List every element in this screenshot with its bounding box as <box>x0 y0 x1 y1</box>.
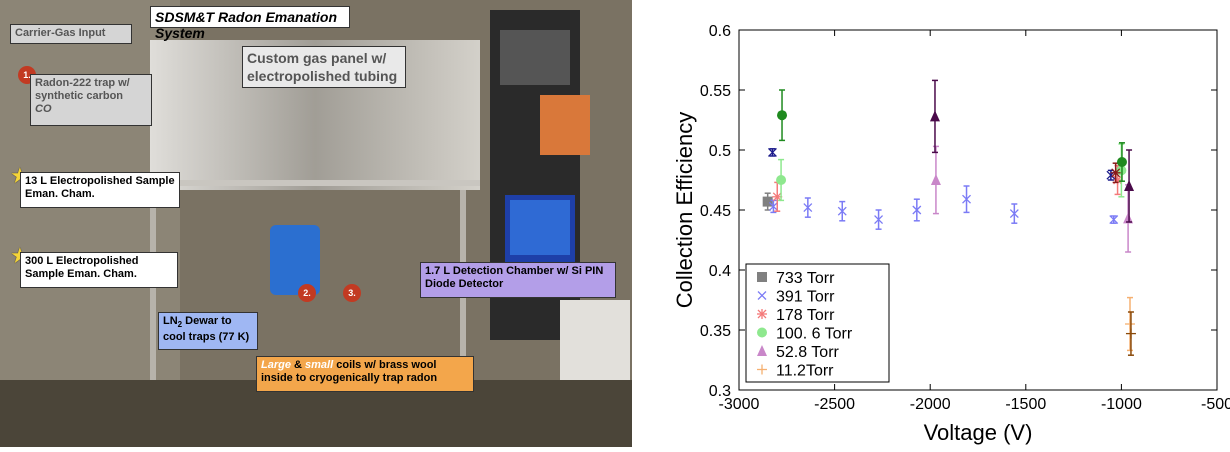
y-tick-label: 0.45 <box>700 203 731 220</box>
data-point-marker <box>757 272 767 282</box>
gas-panel-label: Custom gas panel w/ electropolished tubi… <box>242 46 406 88</box>
y-tick-label: 0.3 <box>709 383 731 400</box>
data-point-marker <box>929 110 940 122</box>
data-point-marker <box>912 205 922 215</box>
coils-rest: coils w/ brass wool inside to cryogenica… <box>261 359 438 384</box>
dewar-sub: 2 <box>177 320 183 330</box>
legend-entry: 178 Torr <box>776 307 835 324</box>
trap-label: Radon-222 trap w/ synthetic carbon CO <box>30 74 152 126</box>
y-tick-label: 0.35 <box>700 323 731 340</box>
chamber-300l-label: 300 L Electropolished Sample Eman. Cham. <box>20 252 178 288</box>
x-tick-label: -1500 <box>1005 396 1046 413</box>
data-point-marker <box>762 196 773 207</box>
efficiency-chart: -3000 -2500 -2000 -1500 -1000 -500 0.3 0.35 0.4 0… <box>632 0 1230 447</box>
detection-chamber-label: 1.7 L Detection Chamber w/ Si PIN Diode … <box>420 262 616 298</box>
marker-2: 2. <box>298 284 316 302</box>
photo-title: SDSM&T Radon Emanation System <box>150 6 350 41</box>
legend-entry: 11.2Torr <box>776 363 834 380</box>
y-axis-label: Collection Efficiency <box>672 112 697 308</box>
data-point-marker <box>776 175 787 185</box>
trap-label-text: Radon-222 trap w/ synthetic carbon <box>35 77 130 102</box>
dewar-label: LN2 Dewar to cool traps (77 K) <box>158 312 258 350</box>
legend-entry: 733 Torr <box>776 270 835 287</box>
coils-label: Large & small coils w/ brass wool inside… <box>256 356 474 392</box>
data-point-marker <box>757 345 767 356</box>
coils-small: small <box>305 359 334 371</box>
data-point-marker <box>757 291 767 300</box>
data-point-marker <box>1125 328 1136 339</box>
coils-large: Large <box>261 359 291 371</box>
trap-label-co: CO <box>35 103 52 115</box>
legend-box <box>745 263 890 383</box>
data-point-marker <box>1123 212 1134 224</box>
x-tick-label: -2000 <box>910 396 951 413</box>
data-point-marker <box>1125 319 1136 329</box>
x-tick-label: -2500 <box>814 396 855 413</box>
y-tick-label: 0.4 <box>709 263 731 280</box>
chart-svg: -3000 -2500 -2000 -1500 -1000 -500 0.3 0.35 0.4 0… <box>672 23 1230 445</box>
dewar-ln: LN <box>163 315 178 327</box>
marker-3: 3. <box>343 284 361 302</box>
data-point-marker <box>777 110 788 121</box>
data-point-marker <box>874 215 884 225</box>
y-tick-label: 0.6 <box>709 23 731 40</box>
data-point-marker <box>962 194 971 204</box>
data-point-marker <box>837 206 847 216</box>
x-tick-label: -500 <box>1201 396 1230 413</box>
data-point-marker <box>757 309 767 319</box>
legend-entry: 100. 6 Torr <box>776 326 853 343</box>
legend-entry: 391 Torr <box>776 289 835 306</box>
dewar-rest: Dewar to cool traps (77 K) <box>163 315 250 344</box>
y-tick-label: 0.5 <box>709 143 731 160</box>
data-point-marker <box>1116 157 1127 167</box>
data-point-marker <box>1124 180 1135 191</box>
y-tick-label: 0.55 <box>700 83 731 100</box>
data-point-marker <box>1009 209 1019 219</box>
apparatus-photo: SDSM&T Radon Emanation System Carrier-Ga… <box>0 0 632 447</box>
data-point-marker <box>1109 215 1119 225</box>
data-point-marker <box>930 174 941 185</box>
x-tick-label: -1000 <box>1101 396 1142 413</box>
data-point-marker <box>1110 167 1121 178</box>
chamber-13l-label: 13 L Electropolished Sample Eman. Cham. <box>20 172 180 208</box>
x-axis-label: Voltage (V) <box>924 420 1033 445</box>
legend-entry: 52.8 Torr <box>776 344 840 361</box>
data-point-marker <box>803 203 813 213</box>
x-tick-label: -3000 <box>719 396 760 413</box>
coils-amp: & <box>290 359 306 371</box>
data-point-marker <box>757 364 767 375</box>
data-point-marker <box>768 147 777 157</box>
carrier-gas-label: Carrier-Gas Input <box>10 24 132 44</box>
data-point-marker <box>768 201 778 211</box>
data-point-marker <box>757 327 767 338</box>
